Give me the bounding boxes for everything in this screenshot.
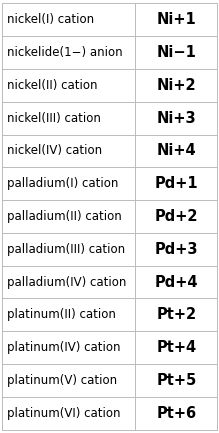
Text: Pd+4: Pd+4: [155, 275, 198, 290]
Text: palladium(II) cation: palladium(II) cation: [7, 210, 122, 223]
Text: Pd+2: Pd+2: [155, 209, 198, 224]
Text: Pt+6: Pt+6: [156, 406, 196, 420]
Text: Pt+4: Pt+4: [156, 340, 196, 355]
Text: palladium(I) cation: palladium(I) cation: [7, 177, 119, 190]
Text: platinum(VI) cation: platinum(VI) cation: [7, 407, 121, 420]
Text: Ni+4: Ni+4: [157, 143, 196, 158]
Text: palladium(III) cation: palladium(III) cation: [7, 243, 125, 256]
Text: platinum(V) cation: platinum(V) cation: [7, 374, 117, 387]
Text: palladium(IV) cation: palladium(IV) cation: [7, 275, 127, 288]
Text: Pt+5: Pt+5: [156, 373, 196, 388]
Text: Ni+2: Ni+2: [157, 78, 196, 93]
Text: Ni+1: Ni+1: [156, 13, 196, 27]
Text: Pd+1: Pd+1: [154, 176, 198, 191]
Text: Pd+3: Pd+3: [155, 242, 198, 257]
Text: nickel(I) cation: nickel(I) cation: [7, 13, 94, 26]
Text: Ni+3: Ni+3: [157, 111, 196, 126]
Text: nickel(IV) cation: nickel(IV) cation: [7, 145, 102, 158]
Text: Ni−1: Ni−1: [156, 45, 196, 60]
Text: Pt+2: Pt+2: [156, 307, 196, 322]
Text: nickel(II) cation: nickel(II) cation: [7, 79, 98, 92]
Text: nickelide(1−) anion: nickelide(1−) anion: [7, 46, 123, 59]
Text: nickel(III) cation: nickel(III) cation: [7, 112, 101, 125]
Text: platinum(II) cation: platinum(II) cation: [7, 308, 116, 321]
Text: platinum(IV) cation: platinum(IV) cation: [7, 341, 121, 354]
